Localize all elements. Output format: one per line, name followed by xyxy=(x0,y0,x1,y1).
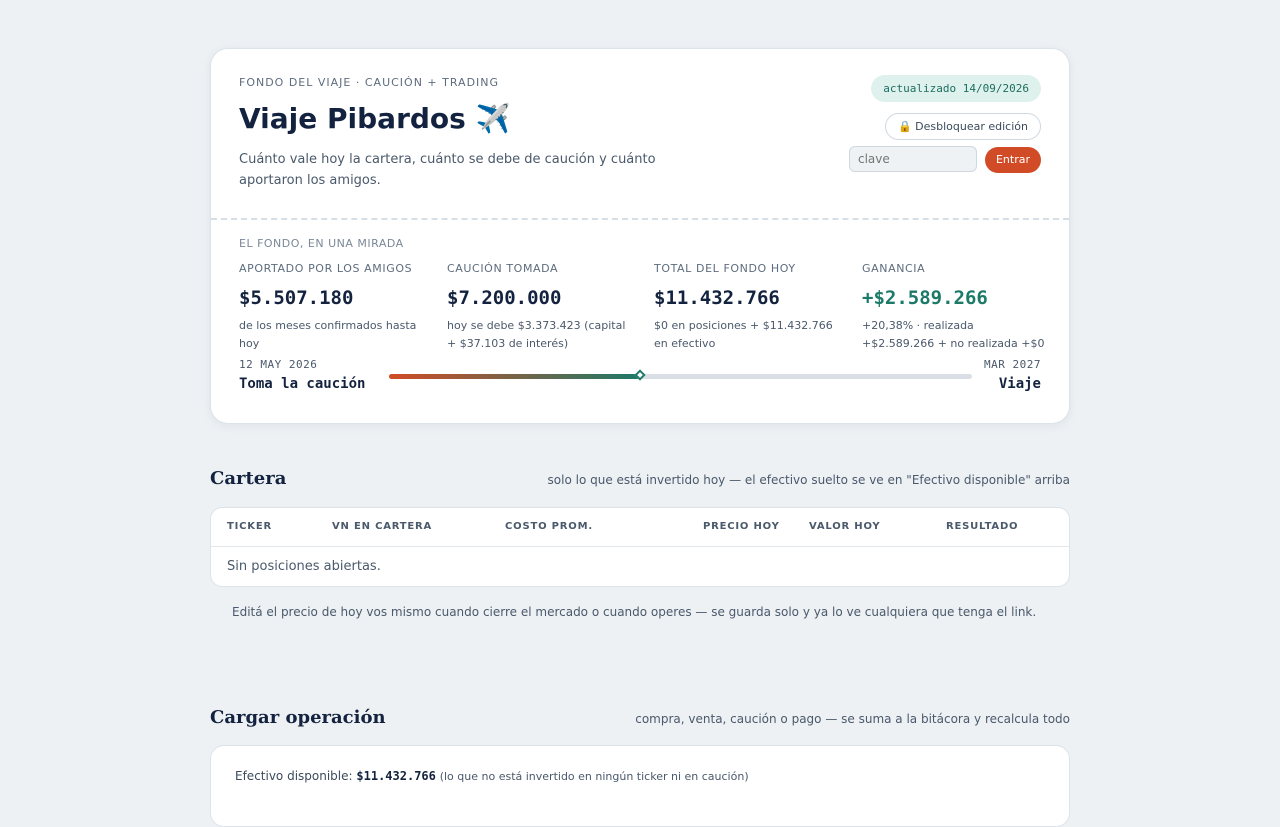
column-header: RESULTADO xyxy=(946,521,1019,532)
stat-ganancia: GANANCIA +$2.589.266 +20,38% · realizada… xyxy=(862,262,1047,353)
fund-summary-card: FONDO DEL VIAJE · CAUCIÓN + TRADING Viaj… xyxy=(210,48,1070,424)
operation-title: Cargar operación xyxy=(210,707,386,728)
timeline-start-date: 12 MAY 2026 xyxy=(239,358,318,371)
operation-form-card: Efectivo disponible: $11.432.766 (lo que… xyxy=(210,745,1070,827)
column-header: COSTO PROM. xyxy=(505,521,593,532)
stat-total: TOTAL DEL FONDO HOY $11.432.766 $0 en po… xyxy=(654,262,839,353)
cartera-title: Cartera xyxy=(210,468,287,489)
timeline-start-label: Toma la caución xyxy=(239,376,366,392)
summary-label: EL FONDO, EN UNA MIRADA xyxy=(239,237,404,250)
stat-note: de los meses confirmados hasta hoy xyxy=(239,319,417,350)
cash-value: $11.432.766 xyxy=(356,769,436,783)
timeline-end-date: MAR 2027 xyxy=(984,358,1041,371)
timeline-progress-fill xyxy=(389,374,640,379)
stat-label: CAUCIÓN TOMADA xyxy=(447,262,559,275)
operation-note: compra, venta, caución o pago — se suma … xyxy=(635,712,1070,726)
unlock-edit-button[interactable]: 🔒 Desbloquear edición xyxy=(884,113,1041,140)
stat-value: $7.200.000 xyxy=(447,287,562,309)
empty-state: Sin posiciones abiertas. xyxy=(227,559,381,574)
timeline-end-label: Viaje xyxy=(998,376,1041,392)
cartera-note: solo lo que está invertido hoy — el efec… xyxy=(547,473,1070,487)
stat-label: TOTAL DEL FONDO HOY xyxy=(654,262,796,275)
stat-value: $5.507.180 xyxy=(239,287,354,309)
stat-note: +20,38% · realizada +$2.589.266 + no rea… xyxy=(862,319,1045,350)
stat-note: hoy se debe $3.373.423 (capital + $37.10… xyxy=(447,319,626,350)
stat-aportado: APORTADO POR LOS AMIGOS $5.507.180 de lo… xyxy=(239,262,424,353)
enter-button[interactable]: Entrar xyxy=(984,147,1041,173)
stat-note: $0 en posiciones + $11.432.766 en efecti… xyxy=(654,319,833,350)
page-subtitle: Cuánto vale hoy la cartera, cuánto se de… xyxy=(239,152,656,188)
timeline-progress-bar xyxy=(389,369,972,381)
cash-label: Efectivo disponible: xyxy=(235,769,353,783)
column-header: VALOR HOY xyxy=(809,521,881,532)
column-header: VN EN CARTERA xyxy=(332,521,433,532)
divider xyxy=(211,218,1069,220)
available-cash: Efectivo disponible: $11.432.766 (lo que… xyxy=(235,769,749,783)
stat-caucion: CAUCIÓN TOMADA $7.200.000 hoy se debe $3… xyxy=(447,262,632,353)
price-edit-hint: Editá el precio de hoy vos mismo cuando … xyxy=(232,605,1037,619)
updated-badge: actualizado 14/09/2026 xyxy=(871,75,1041,102)
stat-value: $11.432.766 xyxy=(654,287,780,309)
header-divider xyxy=(211,546,1069,547)
stat-value: +$2.589.266 xyxy=(862,287,988,309)
column-header: PRECIO HOY xyxy=(703,521,780,532)
password-input[interactable] xyxy=(849,146,977,172)
stat-label: GANANCIA xyxy=(862,262,926,275)
eyebrow: FONDO DEL VIAJE · CAUCIÓN + TRADING xyxy=(239,76,500,89)
stat-label: APORTADO POR LOS AMIGOS xyxy=(239,262,413,275)
page-title: Viaje Pibardos ✈️ xyxy=(239,102,511,135)
cash-note: (lo que no está invertido en ningún tick… xyxy=(439,770,749,783)
positions-table: TICKER VN EN CARTERA COSTO PROM. PRECIO … xyxy=(210,507,1070,587)
column-header: TICKER xyxy=(227,521,272,532)
